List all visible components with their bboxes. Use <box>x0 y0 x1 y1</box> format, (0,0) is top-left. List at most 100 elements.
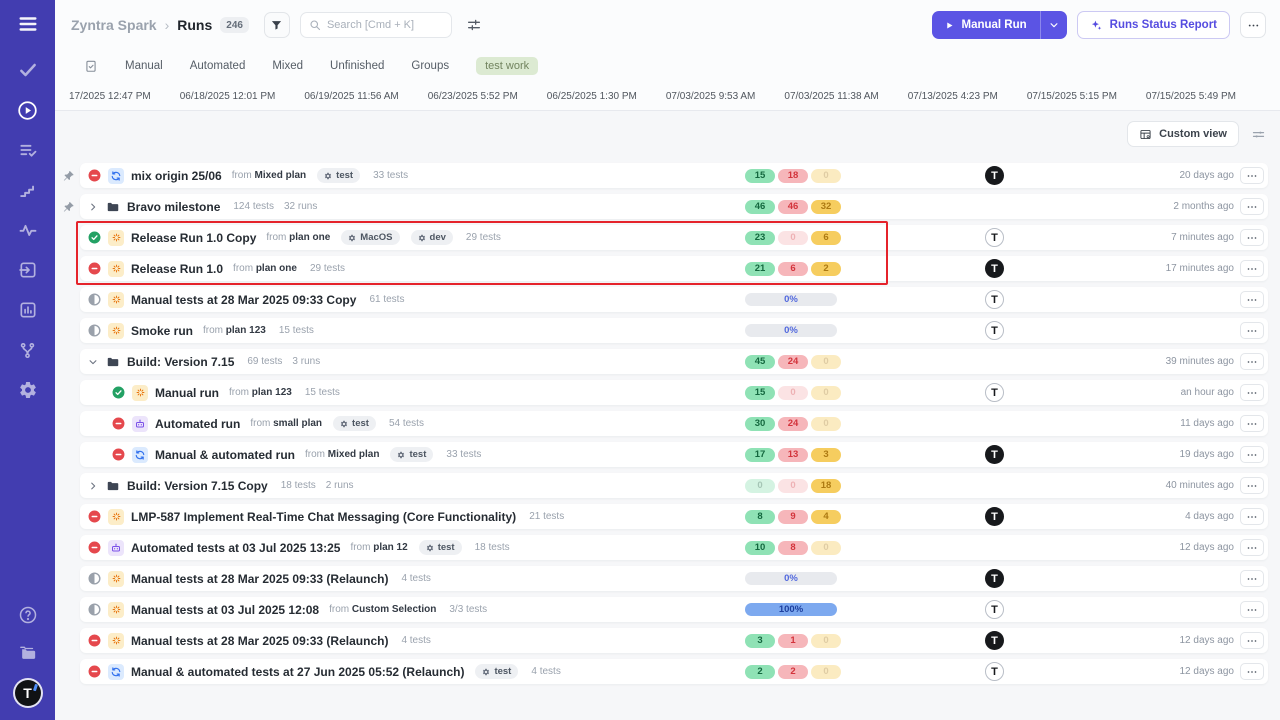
run-row[interactable]: Manual tests at 28 Mar 2025 09:33 Copy 61… <box>80 287 1268 312</box>
sidebar-projects-icon[interactable] <box>17 642 39 664</box>
tag-badge[interactable]: dev <box>410 230 453 245</box>
run-row[interactable]: LMP-587 Implement Real-Time Chat Messagi… <box>80 504 1268 529</box>
run-row[interactable]: mix origin 25/06 from Mixed plan test 33 te… <box>63 163 1268 188</box>
plan-name[interactable]: plan 12 <box>373 542 408 553</box>
row-more-button[interactable] <box>1240 229 1264 246</box>
user-avatar[interactable]: T <box>14 680 41 706</box>
sidebar-import-icon[interactable] <box>17 259 39 281</box>
search-filters-icon[interactable] <box>466 17 482 33</box>
run-name[interactable]: Build: Version 7.15 Copy <box>127 478 268 493</box>
filter-tab-unfinished[interactable]: Unfinished <box>330 60 385 72</box>
sidebar-menu-icon[interactable] <box>17 13 39 35</box>
plan-name[interactable]: Mixed plan <box>327 449 380 460</box>
row-more-button[interactable] <box>1240 477 1264 494</box>
run-row[interactable]: Manual tests at 03 Jul 2025 12:08 from Cu… <box>80 597 1268 622</box>
run-name[interactable]: Manual & automated tests at 27 Jun 2025 … <box>131 664 465 679</box>
chevron-down-icon[interactable] <box>1041 20 1067 30</box>
group-row[interactable]: Bravo milestone 124 tests 32 runs 46 46 32 2 m… <box>63 194 1268 219</box>
plan-name[interactable]: Mixed plan <box>254 170 307 181</box>
clipboard-check-icon[interactable] <box>84 59 98 73</box>
group-row[interactable]: Build: Version 7.15 69 tests 3 runs 45 24 0 39… <box>80 349 1268 374</box>
run-row[interactable]: Automated tests at 03 Jul 2025 13:25 from… <box>80 535 1268 560</box>
plan-name[interactable]: small plan <box>273 418 323 429</box>
row-more-button[interactable] <box>1240 322 1264 339</box>
filter-button[interactable] <box>263 12 290 38</box>
row-more-button[interactable] <box>1240 415 1264 432</box>
display-settings-icon[interactable] <box>1251 127 1266 142</box>
run-row[interactable]: Manual tests at 28 Mar 2025 09:33 (Relau… <box>80 566 1268 591</box>
plan-name[interactable]: Custom Selection <box>351 604 437 615</box>
tag-badge[interactable]: test <box>475 664 519 679</box>
row-more-button[interactable] <box>1240 384 1264 401</box>
sidebar-test-plans-icon[interactable] <box>17 139 39 161</box>
filter-tab-automated[interactable]: Automated <box>189 60 246 72</box>
run-name[interactable]: Automated run <box>155 416 241 431</box>
custom-view-button[interactable]: Custom view <box>1127 121 1239 147</box>
sidebar-branches-icon[interactable] <box>17 339 39 361</box>
row-more-button[interactable] <box>1240 446 1264 463</box>
plan-name[interactable]: plan one <box>255 263 297 274</box>
run-name[interactable]: Release Run 1.0 <box>131 261 224 276</box>
row-more-button[interactable] <box>1240 167 1264 184</box>
run-name[interactable]: Smoke run <box>131 323 194 338</box>
run-row[interactable]: Manual tests at 28 Mar 2025 09:33 (Relau… <box>80 628 1268 653</box>
sidebar-settings-icon[interactable] <box>17 379 39 401</box>
run-row[interactable]: Automated run from small plan test 54 tests… <box>80 411 1268 436</box>
run-row[interactable]: Release Run 1.0 from plan one 29 tests 21 6 2… <box>80 256 1268 281</box>
group-row[interactable]: Build: Version 7.15 Copy 18 tests 2 runs 0 0… <box>80 473 1268 498</box>
run-name[interactable]: Bravo milestone <box>127 199 221 214</box>
run-row[interactable]: Manual & automated tests at 27 Jun 2025 … <box>80 659 1268 684</box>
run-name[interactable]: Release Run 1.0 Copy <box>131 230 257 245</box>
search-input[interactable] <box>326 19 443 31</box>
filter-tab-manual[interactable]: Manual <box>125 60 163 72</box>
filter-tab-groups[interactable]: Groups <box>411 60 450 72</box>
sidebar-runs-icon[interactable] <box>17 99 39 121</box>
run-row[interactable]: Smoke run from plan 123 15 tests 0% T <box>80 318 1268 343</box>
chevron-down-icon[interactable] <box>88 357 99 367</box>
plan-name[interactable]: plan one <box>289 232 331 243</box>
row-more-button[interactable] <box>1240 663 1264 680</box>
row-more-button[interactable] <box>1240 601 1264 618</box>
row-more-button[interactable] <box>1240 353 1264 370</box>
sidebar-activity-icon[interactable] <box>17 219 39 241</box>
more-options-button[interactable] <box>1240 12 1266 38</box>
sidebar-analytics-icon[interactable] <box>17 299 39 321</box>
run-name[interactable]: mix origin 25/06 <box>131 168 222 183</box>
row-more-button[interactable] <box>1240 570 1264 587</box>
row-more-button[interactable] <box>1240 508 1264 525</box>
filter-tab-mixed[interactable]: Mixed <box>272 60 304 72</box>
sidebar-help-icon[interactable] <box>17 604 39 626</box>
run-name[interactable]: Manual & automated run <box>155 447 296 462</box>
run-name[interactable]: Manual tests at 28 Mar 2025 09:33 Copy <box>131 292 357 307</box>
plan-name[interactable]: plan 123 <box>251 387 292 398</box>
row-more-button[interactable] <box>1240 260 1264 277</box>
sidebar-milestones-icon[interactable] <box>17 179 39 201</box>
runs-status-report-button[interactable]: Runs Status Report <box>1076 11 1230 39</box>
row-more-button[interactable] <box>1240 539 1264 556</box>
tag-badge[interactable]: test <box>333 416 376 431</box>
breadcrumb-project[interactable]: Zyntra Spark <box>71 17 157 33</box>
filter-tag[interactable]: test work <box>476 57 539 75</box>
manual-run-button[interactable]: Manual Run <box>932 11 1067 39</box>
plan-name[interactable]: plan 123 <box>225 325 266 336</box>
row-more-button[interactable] <box>1240 291 1264 308</box>
run-name[interactable]: Manual tests at 28 Mar 2025 09:33 (Relau… <box>131 571 389 586</box>
run-name[interactable]: Automated tests at 03 Jul 2025 13:25 <box>131 540 341 555</box>
run-name[interactable]: Manual run <box>155 385 220 400</box>
run-name[interactable]: LMP-587 Implement Real-Time Chat Messagi… <box>131 509 517 524</box>
chevron-right-icon[interactable] <box>88 481 99 491</box>
tag-badge[interactable]: test <box>317 168 361 183</box>
row-more-button[interactable] <box>1240 632 1264 649</box>
run-name[interactable]: Manual tests at 28 Mar 2025 09:33 (Relau… <box>131 633 389 648</box>
run-row[interactable]: Release Run 1.0 Copy from plan one MacOS de… <box>80 225 1268 250</box>
chevron-right-icon[interactable] <box>88 202 99 212</box>
run-row[interactable]: Manual & automated run from Mixed plan tes… <box>80 442 1268 467</box>
tag-badge[interactable]: test <box>418 540 462 555</box>
tag-badge[interactable]: MacOS <box>341 230 400 245</box>
sidebar-tasks-icon[interactable] <box>17 59 39 81</box>
run-name[interactable]: Manual tests at 03 Jul 2025 12:08 <box>131 602 320 617</box>
tag-badge[interactable]: test <box>390 447 434 462</box>
row-more-button[interactable] <box>1240 198 1264 215</box>
run-name[interactable]: Build: Version 7.15 <box>127 354 235 369</box>
